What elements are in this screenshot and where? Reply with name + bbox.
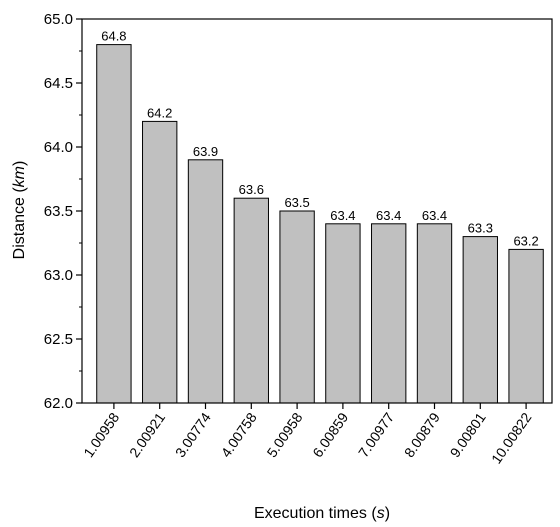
y-tick-label: 64.5 xyxy=(44,75,73,92)
y-tick-label: 62.0 xyxy=(44,395,73,412)
y-tick-label: 62.5 xyxy=(44,331,73,348)
bar-value-label: 64.2 xyxy=(147,105,172,120)
data-labels-group: 64.8 64.2 63.9 63.6 63.5 63.4 63.4 63.4 63.3 63.2 xyxy=(101,29,539,249)
bars-group xyxy=(96,44,544,404)
bar-value-label: 63.9 xyxy=(193,144,218,159)
bar-value-label: 63.2 xyxy=(513,233,538,248)
bar-value-label: 63.4 xyxy=(330,208,355,223)
bar xyxy=(96,44,132,404)
x-axis-title-unit: s xyxy=(377,505,385,522)
y-tick-label: 64.0 xyxy=(44,139,73,156)
y-axis-title-suffix: ) xyxy=(11,161,28,166)
bar xyxy=(462,236,498,404)
x-axis-title-prefix: Execution times ( xyxy=(254,505,377,522)
y-tick-label: 63.0 xyxy=(44,267,73,284)
bar xyxy=(142,120,178,404)
y-axis-title: Distance (km) xyxy=(11,161,28,260)
bar xyxy=(416,223,453,404)
x-tick-label: 10.00822 xyxy=(488,409,535,466)
bar-value-label: 64.8 xyxy=(101,29,126,44)
x-axis-title-suffix: ) xyxy=(385,505,390,522)
bar xyxy=(508,248,544,404)
y-tick-label: 63.5 xyxy=(44,203,73,220)
x-tick-label: 1.00958 xyxy=(80,409,122,460)
bar xyxy=(233,197,269,404)
plot-frame xyxy=(81,18,553,404)
y-axis-title-prefix: Distance ( xyxy=(11,187,28,260)
bar xyxy=(187,159,224,404)
x-tick-label: 4.00758 xyxy=(218,409,260,460)
x-axis: 1.00958 2.00921 3.00774 4.00758 5.00958 6.008… xyxy=(80,403,535,467)
x-tick-label: 7.00977 xyxy=(355,409,397,460)
bar xyxy=(325,223,361,404)
bar-value-label: 63.4 xyxy=(422,208,447,223)
bar-value-label: 63.3 xyxy=(468,221,493,236)
y-axis: 62.0 62.5 63.0 63.5 64.0 64.5 65.0 xyxy=(44,11,82,412)
x-tick-label: 5.00958 xyxy=(263,409,305,460)
y-tick-label: 65.0 xyxy=(44,11,73,28)
x-tick-label: 3.00774 xyxy=(172,409,214,460)
bar xyxy=(371,223,407,404)
bar xyxy=(279,210,315,404)
x-tick-label: 2.00921 xyxy=(126,409,168,460)
bar-value-label: 63.5 xyxy=(284,195,309,210)
y-axis-title-unit: km xyxy=(11,166,28,187)
bar-value-label: 63.4 xyxy=(376,208,401,223)
bar-value-label: 63.6 xyxy=(239,182,264,197)
x-tick-label: 6.00859 xyxy=(309,409,351,460)
x-tick-label: 8.00879 xyxy=(401,409,443,460)
x-axis-title: Execution times (s) xyxy=(254,505,390,522)
x-tick-label: 9.00801 xyxy=(447,409,489,460)
